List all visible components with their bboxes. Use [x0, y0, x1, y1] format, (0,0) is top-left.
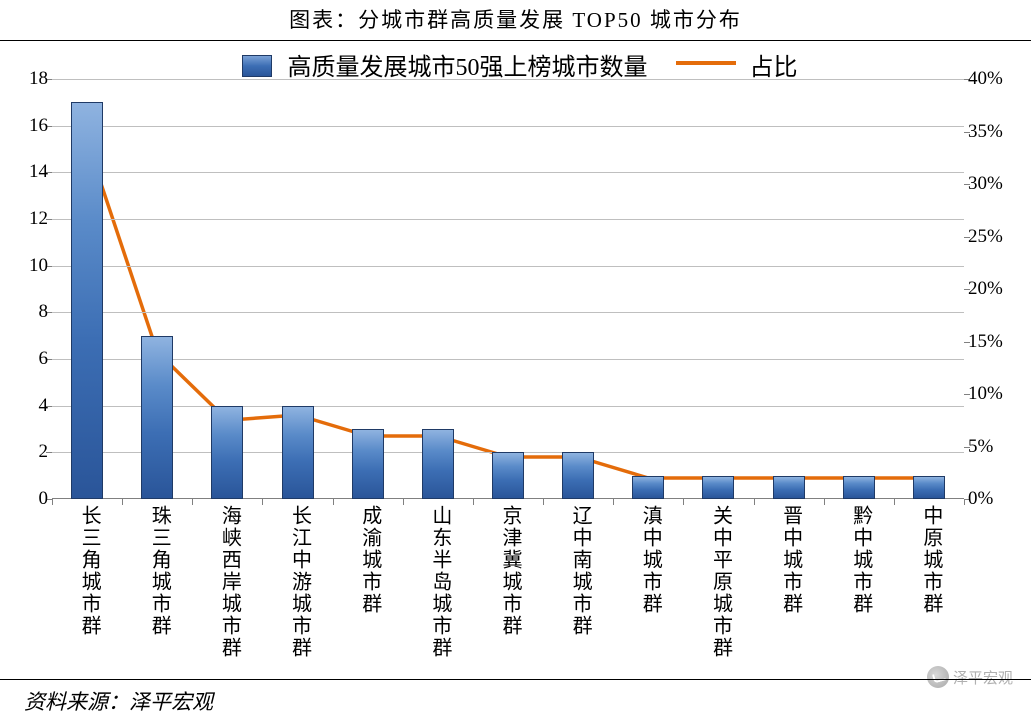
x-category-label: 长江中游城市群	[286, 505, 310, 659]
x-category-label: 滇中城市群	[636, 505, 660, 615]
chart-container: 图表：分城市群高质量发展 TOP50 城市分布 高质量发展城市50强上榜城市数量…	[0, 0, 1031, 722]
bar	[702, 476, 734, 499]
y-right-label: 20%	[968, 278, 1003, 300]
x-tick	[333, 499, 334, 505]
chart-area: 高质量发展城市50强上榜城市数量 占比 0246810121416180%5%1…	[0, 41, 1031, 691]
title-row: 图表：分城市群高质量发展 TOP50 城市分布	[0, 0, 1031, 41]
bar	[843, 476, 875, 499]
x-tick	[964, 499, 965, 505]
y-left-label: 14	[29, 161, 48, 183]
y-left-label: 8	[39, 301, 49, 323]
bar	[562, 452, 594, 499]
bar	[141, 336, 173, 499]
x-category-label: 山东半岛城市群	[426, 505, 450, 659]
x-category-label: 中原城市群	[917, 505, 941, 615]
y-right-label: 35%	[968, 121, 1003, 143]
grid-line	[52, 312, 964, 313]
x-category-label: 晋中城市群	[777, 505, 801, 615]
y-right-label: 0%	[968, 488, 993, 510]
x-tick	[824, 499, 825, 505]
y-left-label: 4	[39, 395, 49, 417]
grid-line	[52, 126, 964, 127]
bar	[492, 452, 524, 499]
legend-bar-label: 高质量发展城市50强上榜城市数量	[288, 47, 648, 82]
legend: 高质量发展城市50强上榜城市数量 占比	[0, 47, 1031, 82]
source-row: 资料来源：泽平宏观	[0, 679, 1031, 716]
legend-inner: 高质量发展城市50强上榜城市数量 占比	[234, 47, 798, 82]
legend-bar-swatch	[234, 55, 278, 75]
x-category-label: 成渝城市群	[356, 505, 380, 615]
bar	[913, 476, 945, 499]
x-tick	[683, 499, 684, 505]
chart-title: 图表：分城市群高质量发展 TOP50 城市分布	[289, 8, 742, 32]
x-tick	[192, 499, 193, 505]
y-right-label: 30%	[968, 173, 1003, 195]
bar	[211, 406, 243, 499]
x-tick	[543, 499, 544, 505]
y-left-label: 0	[39, 488, 49, 510]
grid-line	[52, 172, 964, 173]
y-right-label: 5%	[968, 436, 993, 458]
x-category-label: 辽中南城市群	[566, 505, 590, 637]
y-left-label: 12	[29, 208, 48, 230]
x-category-label: 黔中城市群	[847, 505, 871, 615]
bar	[352, 429, 384, 499]
y-left-label: 16	[29, 115, 48, 137]
x-tick	[403, 499, 404, 505]
x-tick	[894, 499, 895, 505]
bar	[632, 476, 664, 499]
x-category-label: 珠三角城市群	[145, 505, 169, 637]
bar	[282, 406, 314, 499]
grid-line	[52, 219, 964, 220]
y-right-label: 15%	[968, 331, 1003, 353]
y-left-label: 10	[29, 255, 48, 277]
x-tick	[262, 499, 263, 505]
source-text: 资料来源：泽平宏观	[24, 690, 213, 714]
y-right-label: 10%	[968, 383, 1003, 405]
line-series-svg	[52, 79, 964, 499]
plot-area: 0246810121416180%5%10%15%20%25%30%35%40%	[52, 79, 964, 499]
grid-line	[52, 406, 964, 407]
x-tick	[473, 499, 474, 505]
grid-line	[52, 266, 964, 267]
x-category-label: 长三角城市群	[75, 505, 99, 637]
legend-line-label: 占比	[750, 47, 798, 82]
bar	[422, 429, 454, 499]
y-right-label: 25%	[968, 226, 1003, 248]
x-category-label: 海峡西岸城市群	[215, 505, 239, 659]
y-left-label: 6	[39, 348, 49, 370]
legend-line-swatch	[676, 61, 736, 65]
bar	[773, 476, 805, 499]
grid-line	[52, 359, 964, 360]
y-left-label: 2	[39, 441, 49, 463]
x-category-label: 关中平原城市群	[706, 505, 730, 659]
x-tick	[122, 499, 123, 505]
x-category-label: 京津冀城市群	[496, 505, 520, 637]
x-tick	[52, 499, 53, 505]
bar	[71, 102, 103, 499]
x-tick	[613, 499, 614, 505]
x-tick	[754, 499, 755, 505]
